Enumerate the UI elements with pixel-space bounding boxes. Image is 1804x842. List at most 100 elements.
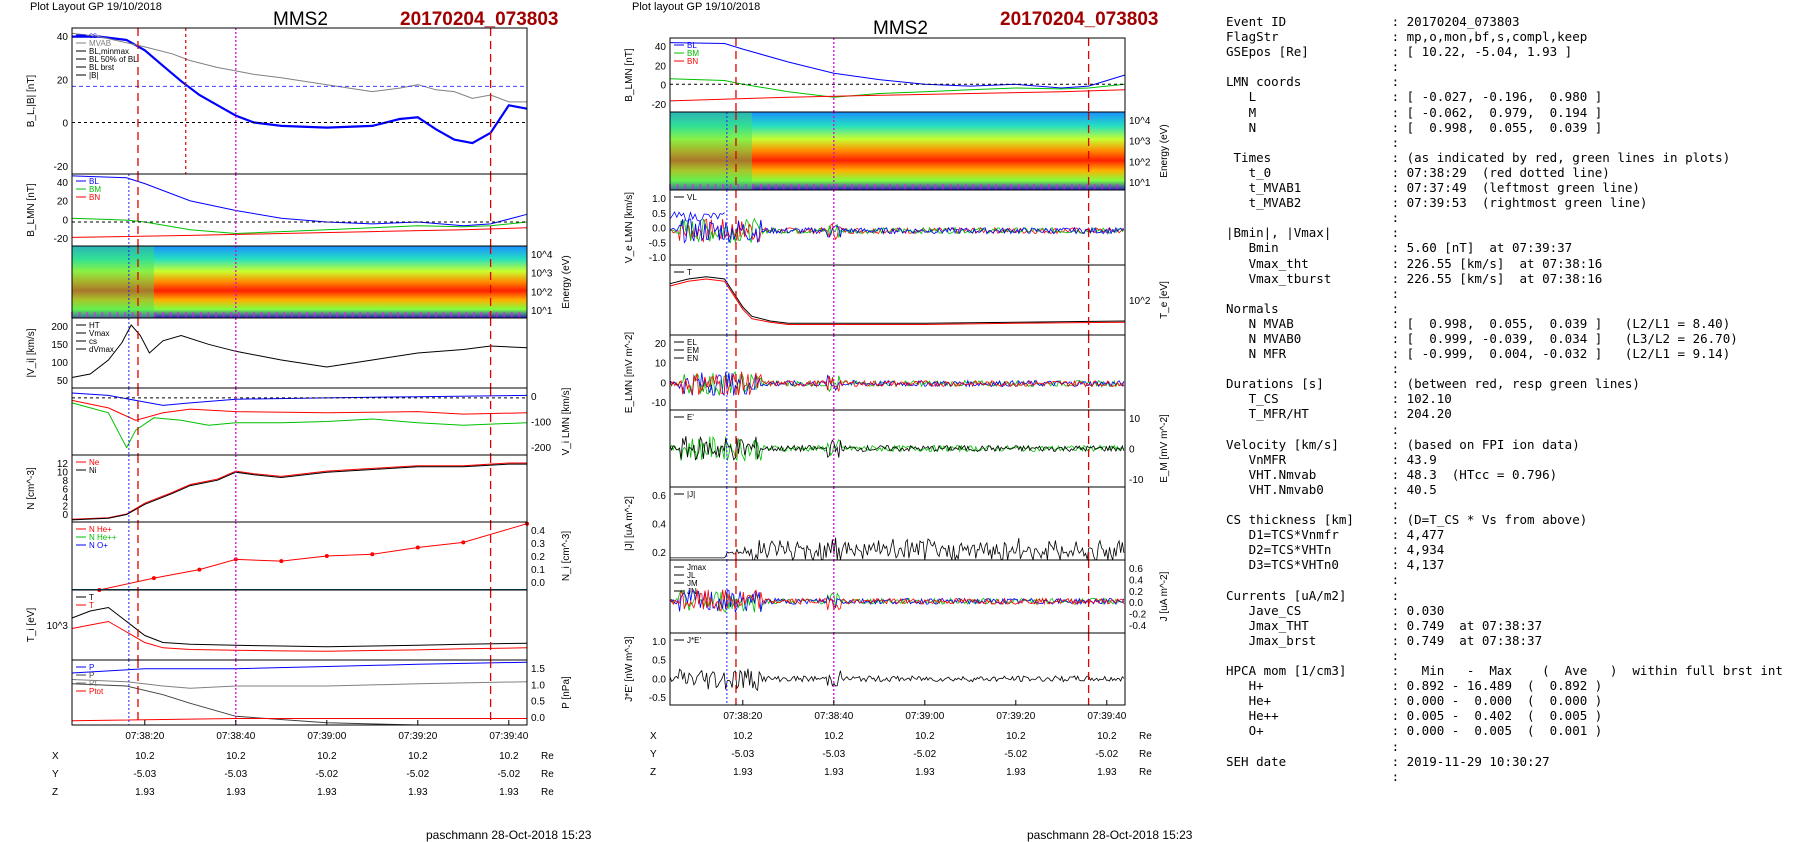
tick-label-VI: 150 bbox=[51, 340, 68, 351]
info-key: Jmax_THT bbox=[1226, 617, 1392, 633]
ephemeris-value: 10.2 bbox=[915, 731, 935, 742]
tick-label-SPEC: 10^4 bbox=[531, 250, 553, 261]
tick-label-JLMN: 0.6 bbox=[1129, 564, 1143, 575]
info-key bbox=[1226, 497, 1392, 512]
info-value: : 07:38:29 (red dotted line) bbox=[1391, 164, 1610, 180]
tick-label-NI: 0.4 bbox=[531, 526, 545, 537]
series-J-0 bbox=[670, 537, 1125, 562]
info-key: t_MVAB1 bbox=[1226, 180, 1392, 196]
legend-entry-EM: E' bbox=[687, 413, 694, 422]
info-key: He+ bbox=[1226, 693, 1392, 709]
axis-label-TE: T_e [eV] bbox=[1159, 281, 1170, 319]
series-BL-1 bbox=[71, 32, 527, 103]
info-value: : bbox=[1391, 647, 1407, 663]
info-key: N bbox=[1226, 119, 1392, 135]
legend-entry-P: P bbox=[89, 663, 94, 672]
panel-frame bbox=[669, 334, 1126, 411]
info-value: : 4,477 bbox=[1391, 527, 1445, 543]
info-value: : bbox=[1391, 738, 1407, 754]
legend-entry-VI: cs bbox=[89, 337, 97, 346]
info-value: : [ -0.999, 0.004, -0.032 ] (L2/L1 = 9.1… bbox=[1391, 346, 1731, 362]
series-EM-1 bbox=[669, 435, 1125, 461]
info-line: FlagStr : mp,o,mon,bf,s,compl,keep bbox=[1226, 29, 1783, 44]
info-line: t_MVAB2 : 07:39:53 (rightmost green line… bbox=[1226, 195, 1783, 210]
tick-label-NI: 0.3 bbox=[531, 539, 545, 550]
info-value: : 0.030 bbox=[1391, 602, 1445, 618]
energy-spectrogram bbox=[670, 112, 1125, 190]
info-key: t_MVAB2 bbox=[1226, 195, 1392, 211]
info-value: : 0.000 - 0.000 ( 0.000 ) bbox=[1391, 693, 1603, 709]
panel-frame bbox=[71, 317, 528, 389]
legend-entry-P: P bbox=[89, 671, 94, 680]
info-value: : bbox=[1391, 134, 1407, 150]
info-key: L bbox=[1226, 89, 1392, 105]
tick-label-N: 0 bbox=[62, 510, 68, 521]
ephemeris-unit: Re bbox=[541, 751, 554, 762]
series-TI-0 bbox=[71, 606, 528, 648]
legend-entry-BL: BL,minmax bbox=[89, 47, 129, 56]
tick-label-N: 8 bbox=[62, 476, 68, 487]
ephemeris-label: Y bbox=[650, 749, 657, 760]
tick-label-N: 6 bbox=[62, 485, 68, 496]
axis-label-SPEC: Energy (eV) bbox=[1159, 124, 1170, 177]
ephemeris-unit: Re bbox=[1139, 767, 1152, 778]
info-value: : [ 0.999, -0.039, 0.034 ] (L3/L2 = 26.7… bbox=[1391, 330, 1738, 346]
info-value: : 102.10 bbox=[1391, 391, 1452, 407]
ephemeris-value: 10.2 bbox=[824, 731, 844, 742]
ephemeris-value: -5.03 bbox=[224, 769, 247, 780]
axis-label-TI: T_i [eV] bbox=[26, 608, 37, 643]
legend-entry-E: EN bbox=[687, 354, 698, 363]
legend-entry-JLMN: JN bbox=[687, 587, 697, 596]
ephemeris-label: Z bbox=[650, 767, 656, 778]
tick-label-EM: -10 bbox=[1129, 475, 1144, 486]
info-value: : 0.000 - 0.005 ( 0.001 ) bbox=[1391, 723, 1603, 739]
series-BLMN-0 bbox=[71, 175, 528, 227]
series-TE-0 bbox=[669, 276, 1126, 324]
tick-label-E: -10 bbox=[652, 398, 667, 409]
info-key: N MVAB bbox=[1226, 315, 1392, 331]
tick-label-BLMN: 40 bbox=[655, 42, 667, 53]
info-key: VnMFR bbox=[1226, 451, 1392, 467]
info-value: : 5.60 [nT] at 07:39:37 bbox=[1391, 240, 1573, 256]
info-value: : 226.55 [km/s] at 07:38:16 bbox=[1391, 255, 1603, 271]
ephemeris-value: -5.03 bbox=[731, 749, 754, 760]
info-line: : bbox=[1226, 59, 1783, 74]
ephemeris-value: 1.93 bbox=[317, 787, 337, 798]
info-value: : 48.3 (HTcc = 0.796) bbox=[1391, 466, 1558, 482]
info-line: Vmax_tht : 226.55 [km/s] at 07:38:16 bbox=[1226, 256, 1783, 271]
data-point bbox=[151, 576, 156, 581]
info-line: t_MVAB1 : 07:37:49 (leftmost green line) bbox=[1226, 180, 1783, 195]
tick-label-J: 0.2 bbox=[652, 548, 666, 559]
info-line: : bbox=[1226, 422, 1783, 437]
info-value: : 43.9 bbox=[1391, 451, 1437, 467]
left-footer: paschmann 28-Oct-2018 15:23 bbox=[426, 828, 592, 842]
tick-label-J: 0.6 bbox=[652, 491, 666, 502]
tick-label-JLMN: -0.2 bbox=[1129, 610, 1147, 621]
legend-entry-TI: T bbox=[89, 601, 94, 610]
axis-label-VE: V_e LMN [km/s] bbox=[624, 192, 635, 263]
tick-label-VI: 200 bbox=[51, 322, 68, 333]
axis-label-JE: J*E' [nW m^-3] bbox=[624, 636, 635, 702]
info-key: |Bmin|, |Vmax| bbox=[1226, 225, 1392, 241]
info-line: N MVAB : [ 0.998, 0.055, 0.039 ] (L2/L1 … bbox=[1226, 316, 1783, 331]
series-BLMN-1 bbox=[71, 217, 528, 235]
data-point bbox=[415, 545, 420, 550]
series-VE-2 bbox=[669, 218, 1125, 244]
tick-label-JE: 0.5 bbox=[652, 656, 666, 667]
series-NI-0 bbox=[99, 523, 528, 591]
axis-label-EM: E_M [mV m^-2] bbox=[1159, 414, 1170, 483]
ephemeris-value: -5.03 bbox=[133, 769, 156, 780]
ephemeris-value: 10.2 bbox=[135, 751, 155, 762]
data-point bbox=[461, 540, 466, 545]
axis-label-BLMN: B_LMN [nT] bbox=[26, 183, 37, 237]
info-line: : bbox=[1226, 135, 1783, 150]
series-VI-0 bbox=[71, 324, 528, 378]
tick-label-E: 0 bbox=[660, 378, 666, 389]
tick-label-NI: 0.0 bbox=[531, 578, 545, 589]
panel-1-VE: 1.0 0.5 0.0 -0.5 -1.0 V_e LMN [km/s] VL bbox=[624, 189, 1126, 266]
info-key: Vmax_tht bbox=[1226, 255, 1392, 271]
tick-label-J: 0.4 bbox=[652, 520, 666, 531]
tick-label-VILMN: -100 bbox=[531, 418, 551, 429]
data-point bbox=[197, 567, 202, 572]
